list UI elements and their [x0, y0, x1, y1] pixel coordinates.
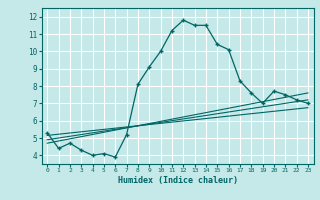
- X-axis label: Humidex (Indice chaleur): Humidex (Indice chaleur): [118, 176, 237, 185]
